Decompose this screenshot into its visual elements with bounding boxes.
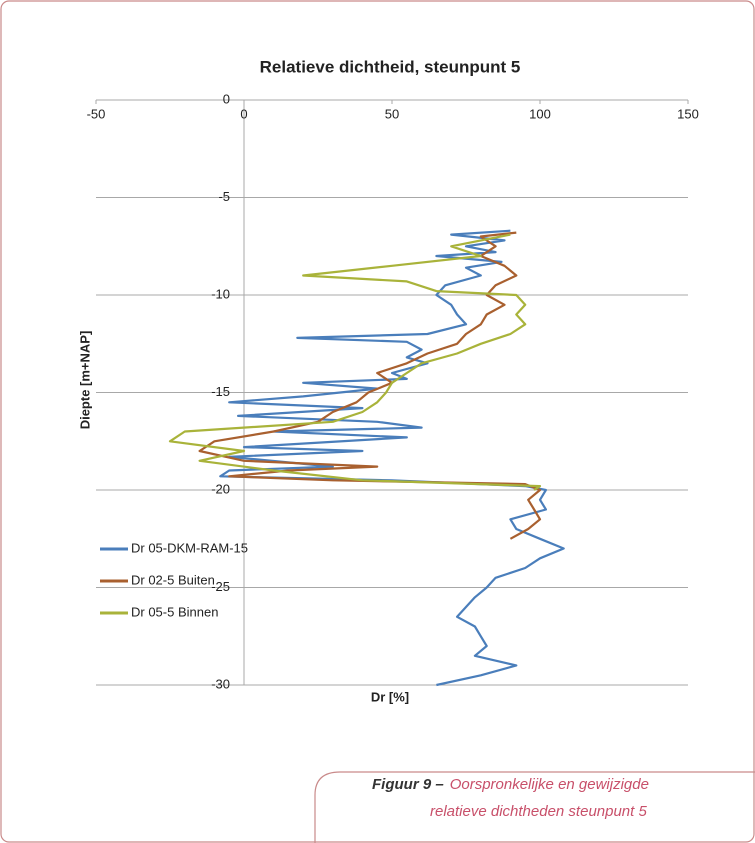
y-tick-label: -15 bbox=[211, 384, 230, 399]
series-line bbox=[168, 233, 542, 491]
caption-label: Figuur 9 – bbox=[372, 776, 444, 793]
y-tick-label: -25 bbox=[211, 579, 230, 594]
x-tick-label: 150 bbox=[677, 106, 699, 121]
y-tick-label: 0 bbox=[223, 91, 230, 106]
caption-text: Oorspronkelijke en gewijzigde bbox=[450, 776, 649, 793]
plot: 0 -5 -10 -15 -20 -25 -30 -50 0 50 100 150 Dr 05-DKM-… bbox=[87, 91, 699, 691]
y-tick-label: -20 bbox=[211, 481, 230, 496]
x-tick-label: 0 bbox=[240, 106, 247, 121]
x-axis-label: Dr [%] bbox=[371, 689, 409, 704]
caption-text: relatieve dichtheden steunpunt 5 bbox=[430, 803, 647, 820]
y-tick-label: -10 bbox=[211, 286, 230, 301]
y-tick-label: -5 bbox=[218, 189, 230, 204]
y-axis-label: Diepte [m+NAP] bbox=[77, 331, 92, 430]
caption-box bbox=[314, 771, 755, 843]
y-tick-label: -30 bbox=[211, 676, 230, 691]
x-tick-label: -50 bbox=[87, 106, 106, 121]
legend-label: Dr 02-5 Buiten bbox=[131, 572, 215, 587]
chart-title: Relatieve dichtheid, steunpunt 5 bbox=[260, 57, 521, 76]
series-line bbox=[219, 229, 565, 687]
legend-label: Dr 05-DKM-RAM-15 bbox=[131, 540, 248, 555]
x-tick-label: 100 bbox=[529, 106, 551, 121]
x-tick-label: 50 bbox=[385, 106, 399, 121]
caption: Figuur 9 – Oorspronkelijke en gewijzigde bbox=[372, 776, 649, 793]
legend-label: Dr 05-5 Binnen bbox=[131, 604, 218, 619]
